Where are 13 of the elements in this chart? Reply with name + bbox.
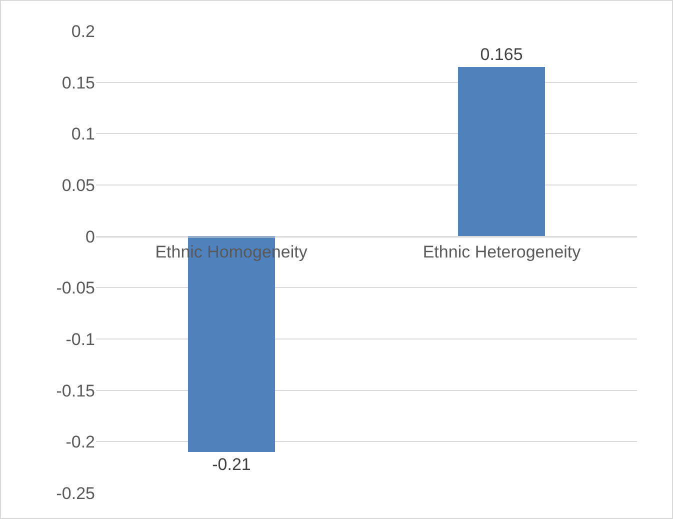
- y-tick-label: -0.2: [66, 432, 95, 452]
- y-tick-label: -0.05: [56, 278, 95, 298]
- y-tick-label: 0.15: [62, 73, 95, 92]
- y-tick-label: -0.25: [56, 484, 95, 503]
- y-tick-label: -0.1: [66, 330, 95, 349]
- y-tick-label: 0.1: [71, 124, 95, 144]
- y-tick-label: 0: [86, 227, 95, 246]
- y-tick-label: 0.2: [71, 22, 95, 41]
- x-tick-label: Ethnic Heterogeneity: [422, 242, 582, 262]
- y-tick-label: 0.05: [62, 176, 95, 195]
- data-label: 0.165: [480, 45, 523, 64]
- y-tick-label: -0.15: [56, 381, 95, 400]
- data-label: -0.21: [212, 455, 251, 474]
